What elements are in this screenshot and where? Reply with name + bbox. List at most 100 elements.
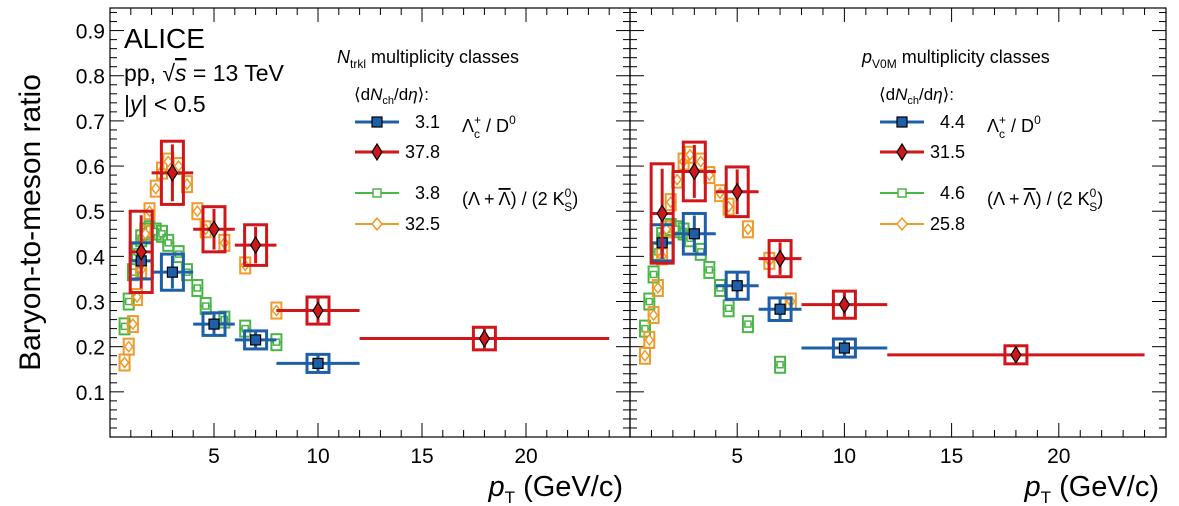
data-point-syst [305,352,331,374]
data-point [158,230,166,238]
data-point [742,223,753,236]
data-point [164,239,172,247]
data-point [776,360,784,369]
data-point [192,205,203,218]
panel-frame [629,7,1167,438]
data-point [640,349,650,362]
y-tick-label: 0.7 [76,111,105,134]
data-point-syst [201,205,227,254]
legend-entry-3.1: 3.1 [355,112,440,132]
legend-lambda-label: (Λ + Λ) / (2 K0 S) [462,186,578,214]
legend-lc-label: Λc+ / D0 [987,113,1041,141]
data-point [744,320,752,328]
legend-title: Ntrkl multiplicity classes [337,47,519,71]
data-point [208,318,220,330]
data-point [312,357,324,369]
data-point [838,342,851,354]
data-point-syst [724,270,750,301]
data-point-syst [681,211,707,256]
legend-marker [372,188,382,198]
data-point [641,324,649,333]
data-point-syst [243,329,269,351]
x-tick-label: 20 [1047,445,1070,468]
data-point [648,308,659,322]
data-point [731,280,743,292]
x-tick-label: 20 [514,445,537,468]
data-point [120,322,129,331]
x-tick-label: 10 [306,445,329,468]
legend-dndeta: ⟨dNch/dη⟩: [879,85,954,107]
data-point [124,297,133,306]
series-31.5 [649,140,1145,366]
data-point [119,356,130,369]
data-point-syst [681,140,707,203]
data-point-syst [767,296,793,322]
y-tick-label: 0.8 [76,66,105,89]
legend-marker [896,116,908,128]
legend-marker [371,216,383,232]
x-tick-label: 15 [940,445,963,468]
data-point [173,159,184,173]
data-point-syst [724,165,750,219]
data-point [774,303,786,315]
legend: Ntrkl multiplicity classes ⟨dNch/dη⟩: 3.1 3… [337,47,578,234]
data-point [724,304,733,313]
data-point [166,163,179,182]
data-point [838,295,851,314]
panel-1: 0.1 0.2 0.3 0.4 0.5 0.6 0.7 0.8 0.9 5 10 15 20 pT (Ge… [76,7,631,506]
x-tick-label: 5 [731,445,743,468]
data-point-syst [471,325,497,352]
data-point [123,340,134,353]
legend-value: 4.6 [940,183,965,203]
data-point-syst [201,311,227,337]
legend-entry-32.5: 32.5 [355,214,440,234]
legend-marker [897,188,907,198]
y-tick-label: 0.4 [76,246,106,269]
data-point-syst [649,162,675,265]
legend-value: 3.1 [415,112,440,132]
legend-entry-37.8: 37.8 [355,142,440,162]
data-point [208,220,220,239]
data-point [774,249,786,268]
data-point [478,329,491,348]
legend-value: 31.5 [930,142,965,162]
data-point-syst [159,139,185,206]
data-point [661,223,672,236]
x-tick-label: 5 [208,445,220,468]
legend-value: 37.8 [405,142,440,162]
y-tick-label: 0.9 [76,21,105,44]
legend-marker [371,142,383,162]
data-point-syst [767,239,793,279]
data-point [688,162,701,181]
x-axis-label: pT (GeV/c) [488,471,624,506]
data-point [645,297,654,306]
data-point [250,334,262,346]
data-point-syst [243,223,269,267]
data-point [705,266,714,274]
data-point [652,281,663,295]
x-tick-label: 10 [833,445,856,468]
data-point [688,228,700,240]
data-point [1010,345,1022,364]
data-point [201,302,210,310]
legend-value: 3.8 [415,183,440,203]
legend-lc-label: Λc+ / D0 [462,113,516,141]
legend-value: 25.8 [930,214,965,234]
legend-entry-4.6: 4.6 [880,183,965,203]
y-tick-label: 0.5 [76,201,105,224]
legend-marker [896,142,908,162]
legend-entry-3.8: 3.8 [355,183,440,203]
y-axis-label: Baryon-to-meson ratio [14,74,47,371]
plot-area: Baryon-to-meson ratio0.10.20.30.40.50.60… [14,7,1167,506]
data-point [312,301,324,320]
x-axis-label: pT (GeV/c) [1024,471,1160,506]
data-point-syst [831,289,857,320]
legend: pV0M multiplicity classes ⟨dNch/dη⟩: 4.4 31… [861,47,1103,234]
data-point-syst [305,295,331,326]
experiment-label: ALICE [124,23,205,54]
data-point-syst [831,337,857,359]
legend-entry-31.5: 31.5 [880,142,965,162]
data-point [249,235,262,255]
legend-title: pV0M multiplicity classes [861,47,1050,71]
